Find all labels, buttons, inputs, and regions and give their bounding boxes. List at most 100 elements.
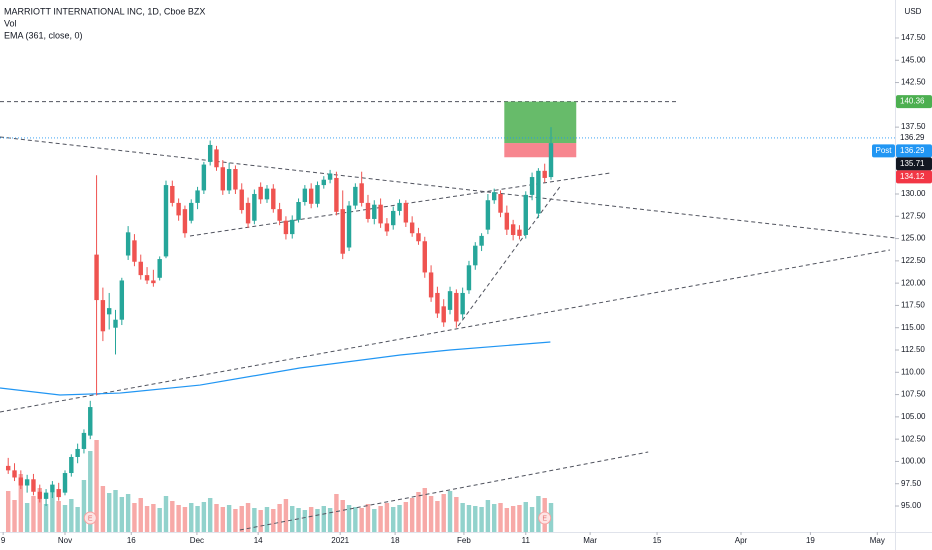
y-tick-label: 130.00 (901, 189, 926, 198)
candle-body (233, 169, 238, 190)
candle-body (220, 167, 226, 191)
volume-bar (346, 505, 352, 532)
stop-zone (504, 143, 577, 158)
volume-bar (327, 508, 333, 532)
candle-body (372, 204, 377, 219)
candle-body (170, 185, 175, 203)
volume-bar (416, 492, 421, 532)
volume-bar (88, 451, 93, 532)
volume-bar (37, 488, 42, 532)
volume-bar (308, 507, 314, 532)
price-badge-label: 136.29 (900, 133, 925, 142)
candle-body (441, 306, 446, 323)
candle-body (151, 280, 156, 284)
volume-bar (12, 500, 17, 532)
price-badge (896, 157, 932, 171)
x-tick-label: 14 (254, 536, 263, 545)
candle-body (277, 209, 282, 221)
candle-body (479, 235, 484, 246)
volume-bar (277, 504, 282, 532)
volume-bar (220, 507, 226, 532)
candle-body (69, 456, 74, 474)
target-zone (504, 101, 577, 144)
volume-bar (18, 474, 24, 532)
y-tick-label: 142.50 (901, 78, 926, 87)
volume-bar (214, 504, 219, 532)
trend-line (239, 451, 649, 531)
volume-bar (523, 502, 528, 532)
volume-bar (491, 504, 497, 532)
y-tick-label: 102.50 (901, 434, 926, 443)
y-tick-label: 145.00 (901, 55, 926, 64)
candle-body (365, 202, 371, 219)
volume-bar (189, 503, 194, 532)
volume-bar (290, 506, 295, 532)
candle-body (119, 280, 125, 320)
candle-body (454, 292, 459, 322)
candle-body (327, 173, 333, 180)
volume-bar (113, 490, 118, 532)
candle-body (132, 240, 137, 262)
volume-bar (302, 510, 308, 532)
candle-body (504, 212, 510, 230)
x-tick-label: 9 (1, 536, 6, 545)
volume-bar (258, 510, 263, 532)
volume-bar (378, 506, 383, 532)
candle-body (378, 204, 383, 224)
candle-body (422, 241, 427, 273)
volume-bar (283, 499, 289, 532)
volume-bar (447, 491, 453, 532)
x-tick-label: 16 (127, 536, 136, 545)
candle-body (523, 194, 528, 236)
volume-bar (517, 505, 522, 532)
price-badge-label: 140.36 (900, 97, 925, 106)
candle-body (340, 209, 345, 254)
x-tick-label: 19 (806, 536, 815, 545)
candle-body (485, 200, 491, 230)
y-tick-label: 100.00 (901, 457, 926, 466)
volume-bar (435, 501, 440, 532)
candle-body (308, 188, 314, 204)
y-tick-label: 107.50 (901, 390, 926, 399)
candle-body (353, 186, 358, 206)
trend-line (0, 136, 896, 239)
y-tick-label: 110.00 (901, 367, 925, 376)
candle-body (548, 143, 554, 178)
volume-bar (504, 508, 510, 532)
volume-bar (100, 486, 106, 532)
candle-body (447, 291, 453, 310)
volume-bar (340, 500, 345, 532)
y-tick-label: 97.50 (901, 479, 922, 488)
volume-bar (296, 508, 301, 532)
volume-bar (422, 488, 427, 532)
volume-bar (69, 499, 74, 532)
candle-body (321, 179, 326, 186)
y-tick-label: 115.00 (901, 323, 925, 332)
candle-body (24, 479, 30, 486)
y-tick-label: 125.00 (901, 234, 926, 243)
price-badge (896, 131, 932, 145)
volume-bar (479, 507, 484, 532)
volume-bar (157, 508, 162, 532)
y-tick-label: 127.50 (901, 211, 926, 220)
badge-tag-label: Post (875, 146, 892, 155)
currency: USD (905, 7, 922, 16)
volume-bar (119, 497, 125, 532)
candle-body (182, 209, 188, 234)
candle-body (391, 210, 396, 226)
candle-body (466, 265, 472, 291)
candle-body (283, 220, 289, 235)
candle-body (409, 222, 415, 234)
candle-body (529, 177, 535, 195)
volume-bar (409, 498, 415, 532)
volume-bar (207, 498, 213, 532)
volume-bar (233, 509, 238, 532)
volume-bar (144, 506, 150, 532)
candle-body (460, 292, 465, 315)
volume-bar (460, 503, 465, 532)
candle-body (81, 432, 87, 449)
volume-bar (315, 509, 320, 532)
volume-bar (62, 505, 68, 532)
candle-body (144, 275, 150, 281)
